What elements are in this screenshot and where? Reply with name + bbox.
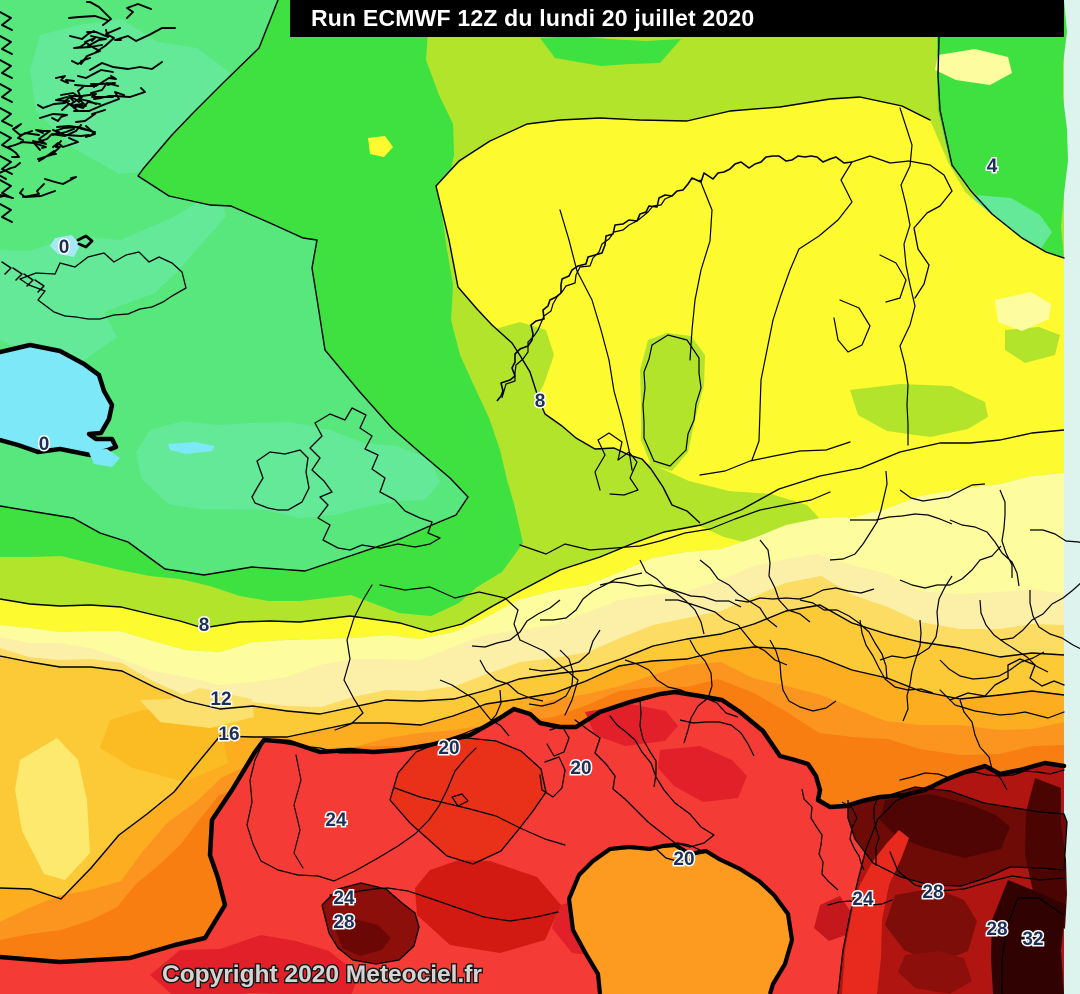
svg-text:12: 12	[210, 689, 231, 710]
svg-text:24: 24	[325, 810, 347, 831]
svg-text:Run ECMWF 12Z du lundi 20 juil: Run ECMWF 12Z du lundi 20 juillet 2020	[311, 5, 754, 31]
svg-text:20: 20	[673, 849, 694, 870]
svg-text:32: 32	[1022, 929, 1043, 950]
svg-text:8: 8	[535, 391, 546, 412]
svg-text:4: 4	[987, 156, 998, 177]
svg-text:16: 16	[218, 724, 239, 745]
svg-text:Copyright 2020 Meteociel.fr: Copyright 2020 Meteociel.fr	[162, 961, 482, 988]
svg-text:28: 28	[986, 919, 1007, 940]
svg-text:28: 28	[333, 912, 354, 933]
svg-text:0: 0	[39, 434, 50, 455]
svg-text:8: 8	[199, 615, 210, 636]
svg-text:20: 20	[438, 738, 459, 759]
svg-text:28: 28	[922, 882, 943, 903]
svg-text:20: 20	[570, 758, 591, 779]
svg-text:0: 0	[59, 237, 70, 258]
svg-text:24: 24	[852, 889, 874, 910]
svg-text:24: 24	[333, 888, 355, 909]
